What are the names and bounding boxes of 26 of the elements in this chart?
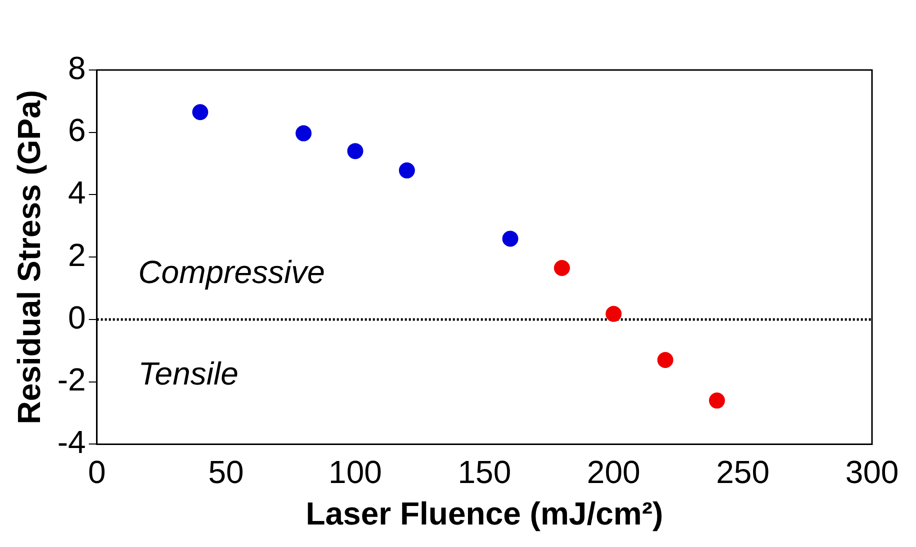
x-tick-label: 100	[328, 454, 382, 490]
x-tick-label: 50	[208, 454, 244, 490]
y-tick-label: -2	[57, 362, 86, 398]
x-tick-label: 250	[716, 454, 770, 490]
point	[192, 104, 208, 120]
point	[554, 260, 570, 276]
x-tick-label: 300	[845, 454, 899, 490]
point	[502, 230, 518, 247]
y-tick-label: 0	[68, 299, 86, 336]
point	[708, 392, 725, 409]
annotation: Tensile	[138, 356, 238, 392]
y-tick-label: 2	[68, 236, 86, 273]
y-tick-label: 6	[68, 112, 86, 148]
x-tick-label: 200	[586, 454, 640, 490]
x-tick-label: 150	[458, 454, 512, 490]
y-tick-label: 8	[68, 50, 86, 86]
annotation: Compressive	[138, 254, 325, 290]
point	[398, 162, 415, 178]
y-tick-label: -4	[57, 424, 86, 460]
y-tick-label: 4	[68, 174, 86, 211]
x-axis-title: Laser Fluence (mJ/cm²)	[306, 496, 664, 532]
point	[657, 352, 674, 368]
point	[296, 125, 312, 142]
y-axis-title: Residual Stress (GPa)	[11, 90, 48, 424]
point	[606, 306, 622, 322]
point	[347, 143, 364, 160]
